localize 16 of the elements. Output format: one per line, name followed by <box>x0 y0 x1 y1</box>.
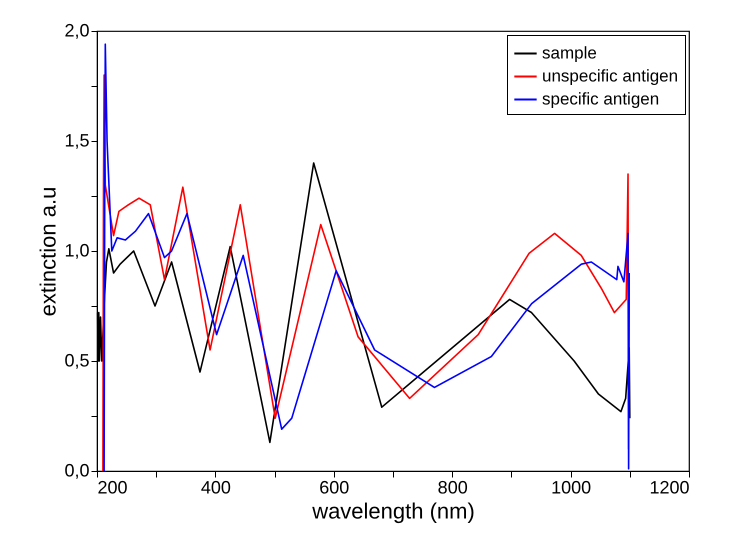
x-tick-label: 400 <box>200 478 231 498</box>
y-tick-label: 0,0 <box>64 460 90 480</box>
y-axis-title: extinction a.u <box>35 186 60 316</box>
legend-label: unspecific antigen <box>542 66 678 86</box>
x-tick-label: 1200 <box>649 478 690 498</box>
y-tick-label: 2,0 <box>64 20 90 40</box>
legend-label: specific antigen <box>542 90 660 108</box>
x-tick-label: 1000 <box>551 478 592 498</box>
x-tick-label: 800 <box>438 478 468 498</box>
legend-label: sample <box>542 44 597 62</box>
x-axis-title: wavelength (nm) <box>311 498 475 524</box>
y-tick-label: 0,5 <box>64 350 90 370</box>
x-tick-label: 600 <box>319 478 350 498</box>
x-tick-label: 200 <box>98 478 128 498</box>
y-tick-label: 1,0 <box>64 240 90 260</box>
y-tick-label: 1,5 <box>64 130 90 150</box>
